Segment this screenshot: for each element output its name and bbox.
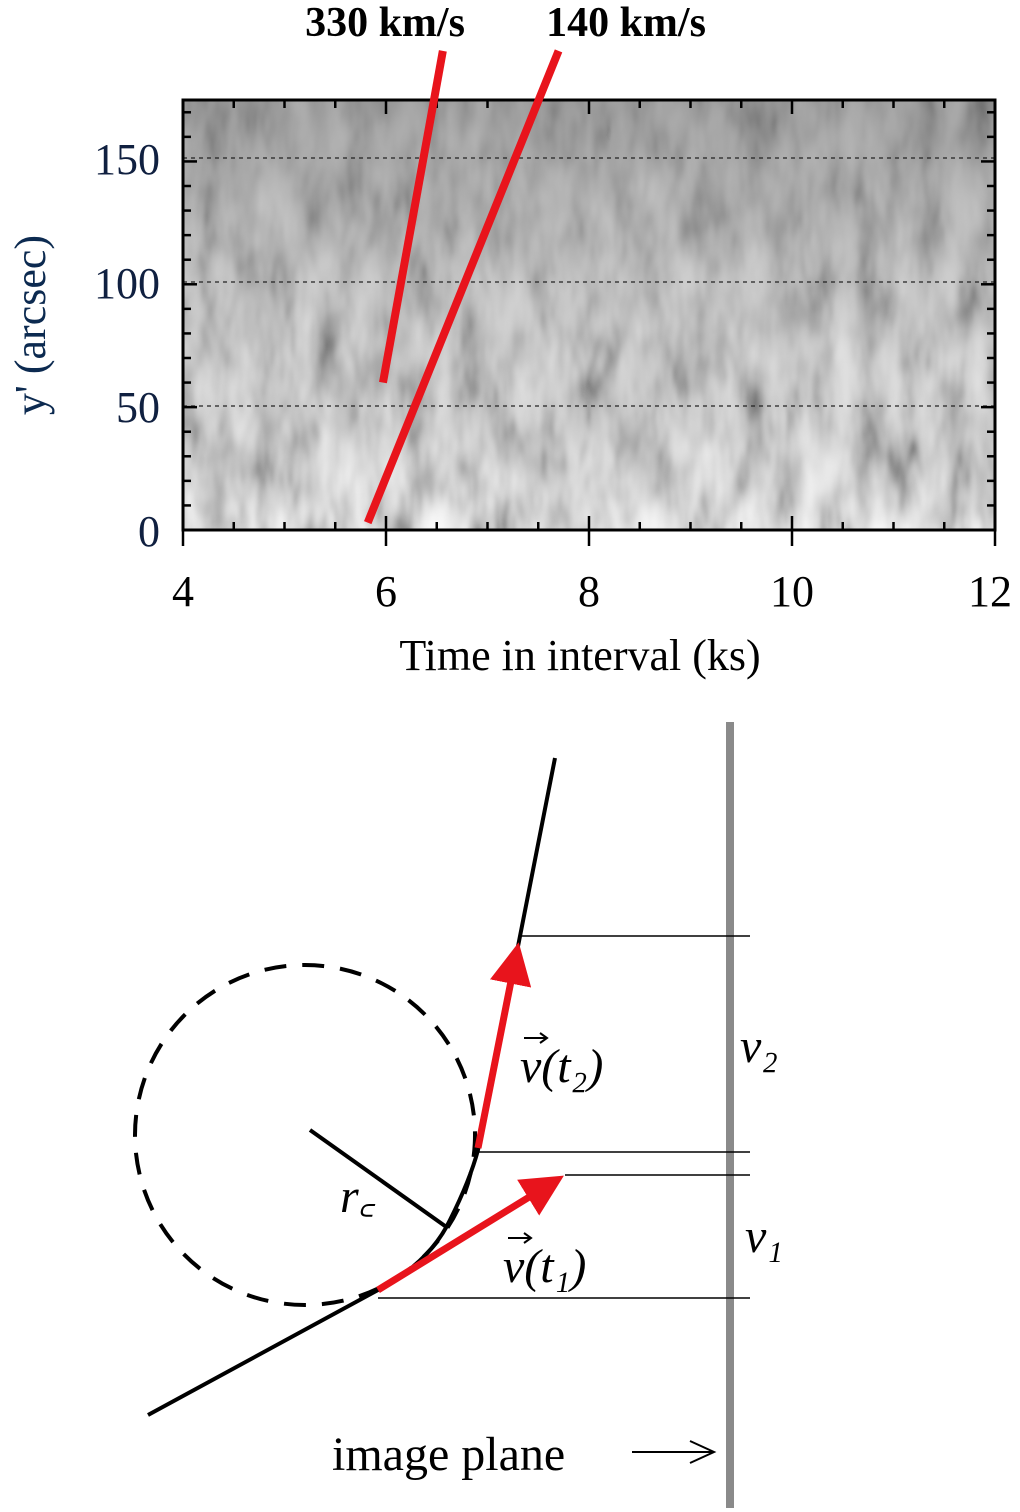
label-image-plane: image plane <box>332 1428 565 1481</box>
speed-lines <box>364 49 563 525</box>
x-ticks <box>181 100 997 546</box>
plot-image-overlay <box>183 100 995 530</box>
series-label-140: 140 km/s <box>546 0 706 46</box>
radius-line <box>308 1128 447 1228</box>
x-tick-label: 12 <box>968 567 1012 616</box>
label-rc: r꜀ <box>340 1170 376 1223</box>
x-tick-label: 10 <box>770 567 814 616</box>
y-tick-label: 50 <box>116 383 160 432</box>
y-ticks <box>183 111 995 532</box>
trajectory-diagram <box>133 722 750 1508</box>
x-tick-label: 6 <box>375 567 397 616</box>
series-label-330: 330 km/s <box>305 0 465 46</box>
time-distance-plot <box>181 49 997 546</box>
label-v-t1: v(t₁) <box>503 1240 586 1293</box>
y-axis-label: y' (arcsec) <box>6 235 55 415</box>
y-tick-label: 150 <box>94 135 160 184</box>
y-tick-label: 100 <box>94 259 160 308</box>
arrow-head-icon <box>689 1440 717 1464</box>
y-tick-label: 0 <box>138 507 160 556</box>
speed-line-140 <box>364 49 563 525</box>
label-v-t2: v(t₂) <box>520 1040 603 1093</box>
vector-arrow-marks <box>508 1032 549 1244</box>
label-v2: v₂ <box>740 1020 778 1073</box>
x-axis-label: Time in interval (ks) <box>399 631 760 680</box>
label-v1: v₁ <box>745 1210 783 1263</box>
projection-lines <box>378 935 750 1299</box>
x-tick-label: 8 <box>578 567 600 616</box>
velocity-arrow-t2 <box>474 942 532 1149</box>
velocity-arrow-t1 <box>376 1175 564 1293</box>
x-tick-label: 4 <box>172 567 194 616</box>
speed-line-330 <box>379 50 447 384</box>
trajectory-path <box>147 757 557 1417</box>
curvature-circle <box>133 963 477 1307</box>
